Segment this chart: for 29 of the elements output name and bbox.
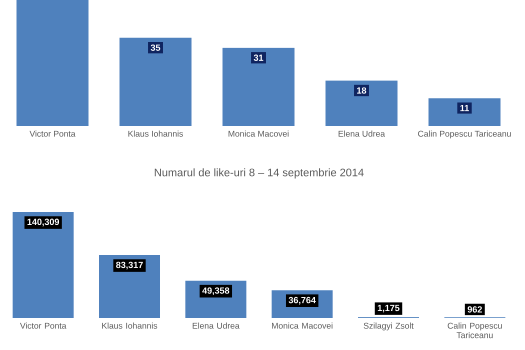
data-label: 11	[460, 104, 469, 112]
data-label: 31	[254, 54, 264, 61]
data-label: 49,358	[202, 287, 230, 296]
bar	[99, 255, 160, 318]
data-label: 36,764	[288, 296, 316, 305]
x-tick-label: Elena Udrea	[192, 322, 240, 329]
x-tick-label: Calin Popescu Tariceanu	[418, 130, 511, 138]
bar	[16, 0, 89, 126]
x-tick-label: Klaus Iohannis	[102, 322, 158, 329]
bar	[326, 80, 398, 126]
x-tick-label: Victor Ponta	[20, 322, 66, 329]
x-tick-label: Klaus Iohannis	[128, 130, 183, 137]
data-label: 83,317	[116, 262, 143, 270]
data-label: 18	[357, 87, 366, 94]
data-label: 962	[468, 306, 482, 313]
x-tick-label: Monica Macovei	[228, 130, 289, 137]
bar	[12, 212, 74, 318]
x-tick-label: Monica Macovei	[272, 322, 332, 329]
x-tick-label: Elena Udrea	[338, 130, 386, 137]
x-tick-label: Szilagyi Zsolt	[364, 322, 414, 330]
data-label: 140,309	[28, 218, 60, 226]
x-tick-label: Victor Ponta	[30, 130, 76, 137]
data-label: 35	[150, 44, 160, 51]
x-tick-label: Calin Popescu Tariceanu	[448, 322, 502, 338]
bar	[120, 38, 192, 126]
bar	[222, 48, 295, 126]
chart-title: Numarul de like-uri 8 – 14 septembrie 2014	[154, 168, 364, 178]
bar	[428, 98, 501, 126]
data-label: 1,175	[378, 304, 400, 312]
